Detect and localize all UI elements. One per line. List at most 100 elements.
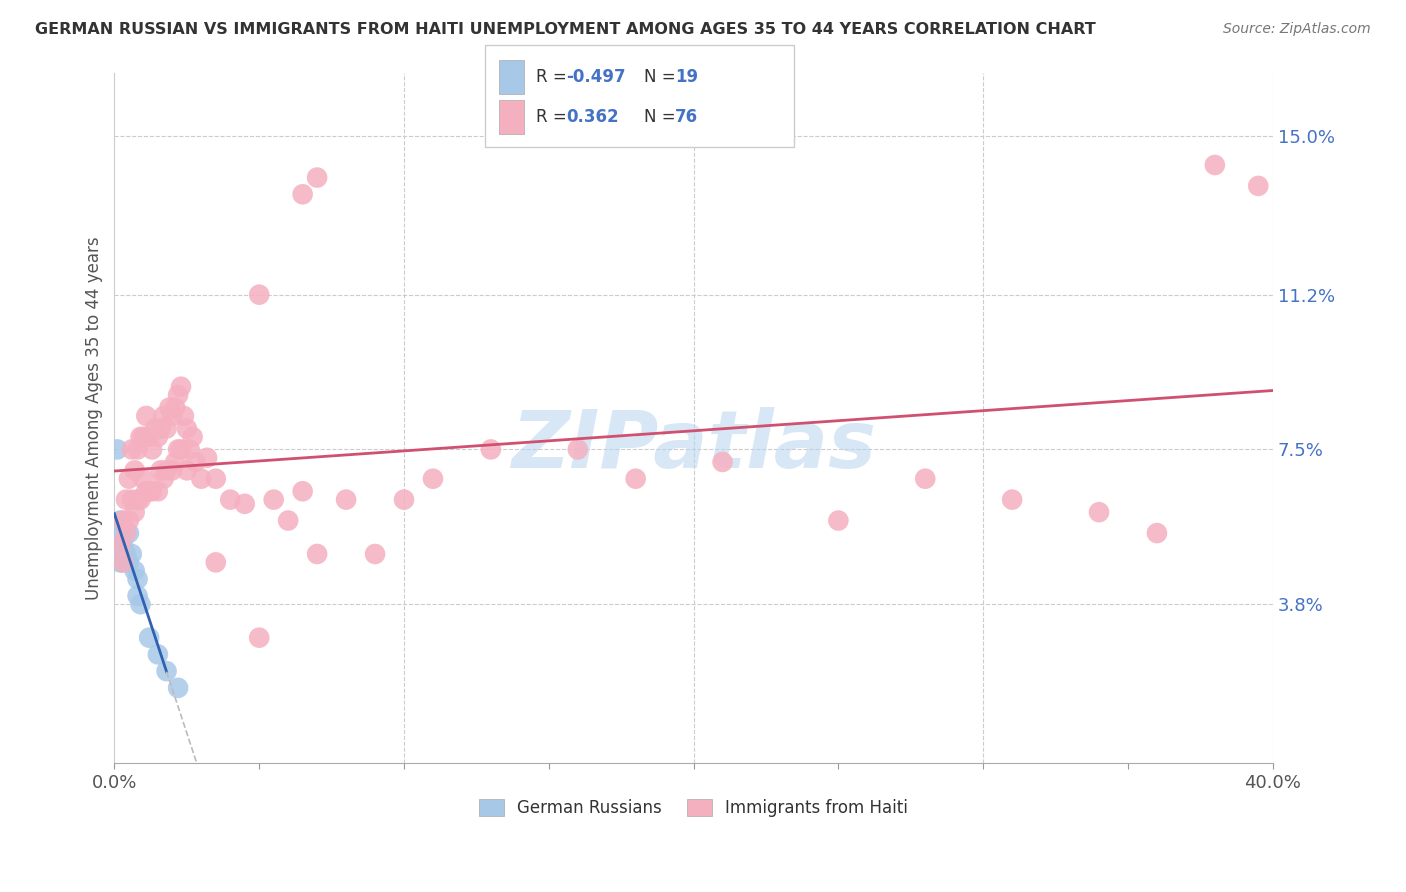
Y-axis label: Unemployment Among Ages 35 to 44 years: Unemployment Among Ages 35 to 44 years [86,236,103,599]
Point [141,484,163,499]
Point [118,526,141,541]
Point [152,409,174,423]
Point [108,539,131,553]
Point [914,472,936,486]
Point [195,450,218,465]
Point [149,463,172,477]
Point [167,442,190,457]
Text: N =: N = [644,68,681,86]
Point [135,484,157,499]
Point [115,492,138,507]
Point [247,631,270,645]
Point [143,421,166,435]
Point [118,514,141,528]
Point [392,492,415,507]
Point [129,597,152,611]
Point [127,572,149,586]
Text: -0.497: -0.497 [567,68,626,86]
Point [121,547,143,561]
Point [479,442,502,457]
Point [181,430,204,444]
Point [138,430,160,444]
Point [112,539,135,553]
Point [138,631,160,645]
Point [827,514,849,528]
Point [124,564,146,578]
Point [1146,526,1168,541]
Point [112,555,135,569]
Point [307,547,329,561]
Text: R =: R = [536,68,572,86]
Point [184,455,207,469]
Point [146,648,169,662]
Point [1204,158,1226,172]
Point [135,409,157,423]
Point [118,555,141,569]
Point [124,463,146,477]
Point [141,442,163,457]
Point [422,472,444,486]
Point [1247,178,1270,193]
Point [165,401,187,415]
Text: ZIPatlas: ZIPatlas [512,407,876,484]
Text: 19: 19 [675,68,697,86]
Point [155,664,177,678]
Point [132,472,155,486]
Point [108,514,131,528]
Point [170,442,193,457]
Point [124,505,146,519]
Point [115,547,138,561]
Point [179,442,201,457]
Point [105,539,128,553]
Point [711,455,734,469]
Point [146,484,169,499]
Point [105,442,128,457]
Text: 0.362: 0.362 [567,108,619,126]
Point [219,492,242,507]
Point [335,492,357,507]
Text: 76: 76 [675,108,697,126]
Point [173,409,195,423]
Text: N =: N = [644,108,681,126]
Point [291,484,314,499]
Point [129,430,152,444]
Point [170,380,193,394]
Point [291,187,314,202]
Point [121,442,143,457]
Point [132,430,155,444]
Point [176,463,198,477]
Point [127,492,149,507]
Point [152,472,174,486]
Point [127,442,149,457]
Point [162,409,184,423]
Point [108,530,131,544]
Point [162,463,184,477]
Point [176,421,198,435]
Point [118,472,141,486]
Point [155,421,177,435]
Point [121,492,143,507]
Point [167,388,190,402]
Point [165,455,187,469]
Point [108,555,131,569]
Legend: German Russians, Immigrants from Haiti: German Russians, Immigrants from Haiti [472,792,915,824]
Point [115,526,138,541]
Point [159,401,181,415]
Point [190,472,212,486]
Point [129,492,152,507]
Point [263,492,285,507]
Point [1088,505,1111,519]
Point [307,170,329,185]
Point [1001,492,1024,507]
Point [149,421,172,435]
Point [112,555,135,569]
Point [233,497,256,511]
Text: Source: ZipAtlas.com: Source: ZipAtlas.com [1223,22,1371,37]
Point [364,547,387,561]
Point [138,484,160,499]
Point [146,430,169,444]
Point [204,555,226,569]
Point [155,463,177,477]
Point [247,287,270,301]
Text: GERMAN RUSSIAN VS IMMIGRANTS FROM HAITI UNEMPLOYMENT AMONG AGES 35 TO 44 YEARS C: GERMAN RUSSIAN VS IMMIGRANTS FROM HAITI … [35,22,1095,37]
